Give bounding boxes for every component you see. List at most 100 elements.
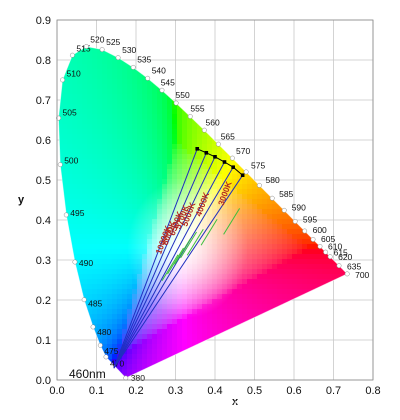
wavelength-dot — [310, 236, 316, 242]
gamut-cell — [192, 169, 198, 175]
gamut-cell — [72, 209, 78, 215]
gamut-cell — [177, 129, 183, 135]
gamut-cell — [322, 46, 328, 50]
gamut-cell — [137, 109, 143, 115]
gamut-cell — [82, 84, 88, 90]
gamut-cell — [257, 119, 263, 125]
gamut-cell — [282, 164, 288, 170]
gamut-cell — [82, 264, 88, 270]
gamut-cell — [62, 94, 68, 100]
gamut-cell — [187, 154, 193, 160]
gamut-cell — [182, 49, 188, 55]
gamut-cell — [277, 264, 283, 270]
gamut-cell — [122, 309, 128, 315]
gamut-cell — [332, 159, 338, 165]
gamut-cell — [247, 364, 253, 370]
gamut-cell — [337, 374, 343, 378]
gamut-cell — [182, 369, 188, 375]
gamut-cell — [252, 219, 258, 225]
gamut-cell — [177, 69, 183, 75]
gamut-cell — [102, 109, 108, 115]
gamut-cell — [147, 174, 153, 180]
gamut-cell — [127, 84, 133, 90]
gamut-cell — [297, 359, 303, 365]
gamut-cell — [187, 54, 193, 60]
gamut-cell — [332, 349, 338, 355]
gamut-cell — [337, 164, 343, 170]
gamut-cell — [217, 79, 223, 85]
gamut-cell — [327, 174, 333, 180]
gamut-cell — [92, 314, 98, 320]
gamut-cell — [122, 124, 128, 130]
gamut-cell — [107, 249, 113, 255]
fan-line — [113, 166, 234, 369]
gamut-cell — [337, 194, 343, 200]
gamut-cell — [107, 154, 113, 160]
gamut-cell — [187, 124, 193, 130]
gamut-cell — [122, 364, 128, 370]
gamut-cell — [322, 259, 328, 265]
gamut-cell — [97, 124, 103, 130]
gamut-cell — [58, 309, 63, 315]
gamut-cell — [82, 74, 88, 80]
gamut-cell — [242, 329, 248, 335]
gamut-cell — [252, 224, 258, 230]
gamut-cell — [152, 144, 158, 150]
gamut-cell — [58, 304, 63, 310]
gamut-cell — [272, 239, 278, 245]
gamut-cell — [152, 54, 158, 60]
gamut-cell — [147, 359, 153, 365]
gamut-cell — [307, 124, 313, 130]
gamut-cell — [217, 49, 223, 55]
gamut-cell — [302, 254, 308, 260]
gamut-cell — [267, 259, 273, 265]
gamut-cell — [282, 259, 288, 265]
gamut-cell — [97, 324, 103, 330]
gamut-cell — [287, 364, 293, 370]
gamut-cell — [337, 324, 343, 330]
gamut-cell — [157, 339, 163, 345]
gamut-cell — [347, 309, 348, 315]
gamut-cell — [332, 359, 338, 365]
gamut-cell — [137, 329, 143, 335]
gamut-cell — [162, 109, 168, 115]
gamut-cell — [337, 279, 343, 285]
gamut-cell — [277, 69, 283, 75]
gamut-cell — [127, 224, 133, 230]
gamut-cell — [317, 46, 323, 50]
gamut-cell — [297, 159, 303, 165]
gamut-cell — [112, 149, 118, 155]
gamut-cell — [282, 69, 288, 75]
gamut-cell — [177, 174, 183, 180]
gamut-cell — [292, 329, 298, 335]
gamut-cell — [267, 284, 273, 290]
gamut-cell — [287, 104, 293, 110]
gamut-cell — [337, 229, 343, 235]
gamut-cell — [242, 374, 248, 378]
gamut-cell — [122, 359, 128, 365]
gamut-cell — [147, 374, 153, 378]
gamut-cell — [257, 344, 263, 350]
gamut-cell — [232, 159, 238, 165]
gamut-cell — [62, 104, 68, 110]
gamut-cell — [252, 229, 258, 235]
gamut-cell — [312, 374, 318, 378]
gamut-cell — [197, 46, 203, 50]
gamut-cell — [87, 119, 93, 125]
gamut-cell — [227, 74, 233, 80]
isotherm-tick — [186, 228, 204, 256]
gamut-cell — [287, 319, 293, 325]
gamut-cell — [87, 74, 93, 80]
gamut-cell — [62, 334, 68, 340]
gamut-cell — [247, 359, 253, 365]
gamut-cell — [302, 49, 308, 55]
gamut-cell — [277, 119, 283, 125]
gamut-cell — [247, 264, 253, 270]
gamut-cell — [82, 109, 88, 115]
gamut-cell — [347, 329, 348, 335]
gamut-cell — [58, 209, 63, 215]
gamut-cell — [97, 289, 103, 295]
gamut-cell — [247, 79, 253, 85]
gamut-cell — [297, 174, 303, 180]
gamut-cell — [82, 94, 88, 100]
